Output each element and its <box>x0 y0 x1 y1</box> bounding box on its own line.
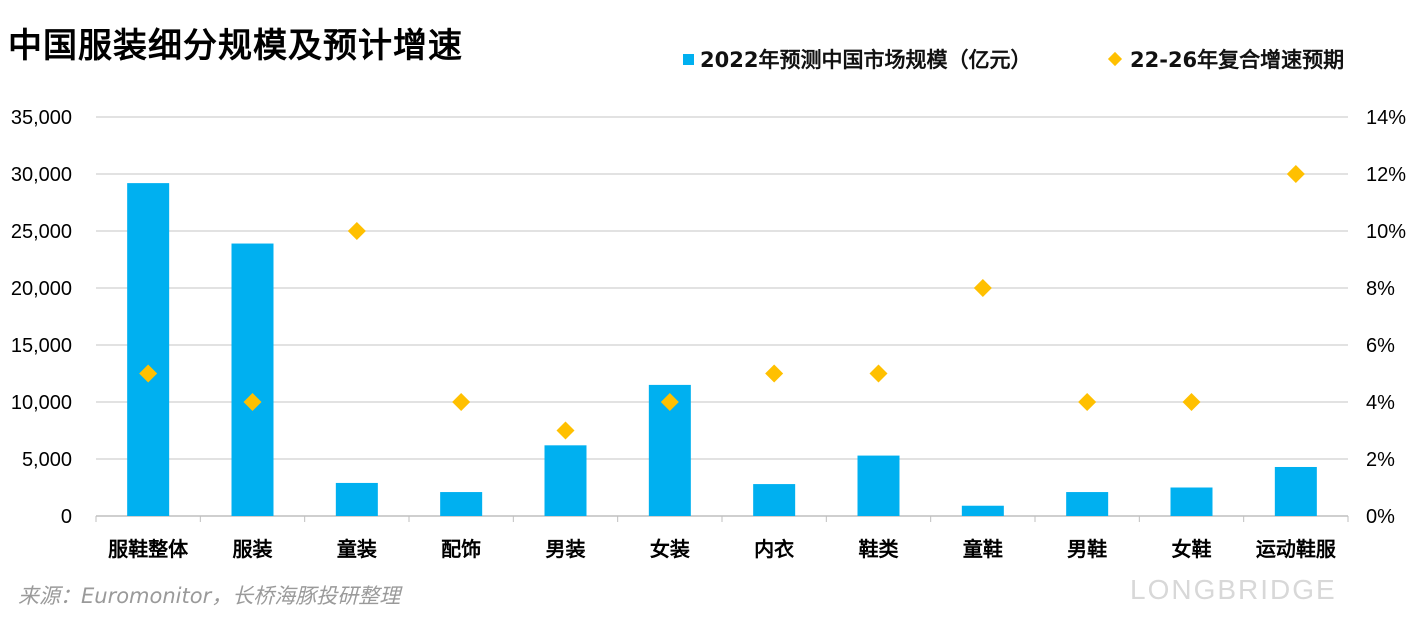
growth-diamond <box>1286 165 1305 183</box>
bar <box>335 482 378 516</box>
right-tick-label: 2% <box>1366 449 1395 471</box>
bar <box>753 484 796 516</box>
left-tick-label: 20,000 <box>11 278 72 300</box>
bar <box>544 445 587 516</box>
bar <box>440 492 483 516</box>
growth-diamond <box>556 421 575 440</box>
right-tick-label: 6% <box>1366 335 1395 357</box>
legend-item-diamond: 22-26年复合增速预期 <box>1107 44 1345 74</box>
category-label: 运动鞋服 <box>1256 537 1337 561</box>
growth-diamond <box>660 393 679 411</box>
growth-diamond <box>243 393 262 411</box>
growth-diamond <box>765 364 784 383</box>
legend-label-diamond: 22-26年复合增速预期 <box>1130 48 1345 72</box>
bar <box>857 455 900 516</box>
category-label: 童装 <box>337 537 377 561</box>
left-tick-label: 35,000 <box>11 107 72 129</box>
left-tick-label: 15,000 <box>11 335 72 357</box>
right-tick-label: 8% <box>1366 278 1395 300</box>
right-tick-label: 12% <box>1366 164 1406 186</box>
growth-diamond <box>1182 393 1201 411</box>
category-label: 鞋类 <box>859 537 899 561</box>
growth-diamond <box>1078 393 1097 411</box>
right-tick-label: 10% <box>1366 221 1406 243</box>
category-label: 女鞋 <box>1172 537 1212 561</box>
left-tick-label: 30,000 <box>11 164 72 186</box>
bar <box>127 183 170 516</box>
category-label: 配饰 <box>441 537 481 561</box>
watermark-logo: LONGBRIDGE <box>1130 574 1337 605</box>
right-tick-label: 4% <box>1366 392 1395 414</box>
category-label: 男鞋 <box>1067 537 1107 561</box>
source-note: 来源：Euromonitor，长桥海豚投研整理 <box>18 584 401 608</box>
growth-diamond <box>347 222 366 240</box>
legend-item-bar: 2022年预测中国市场规模（亿元） <box>683 44 1031 74</box>
bar <box>1274 466 1317 516</box>
category-label: 内衣 <box>754 537 794 561</box>
growth-diamond <box>973 279 992 297</box>
chart-title: 中国服装细分规模及预计增速 <box>8 26 463 66</box>
bar <box>1170 487 1213 516</box>
left-tick-label: 0 <box>61 506 72 528</box>
bar <box>961 505 1004 516</box>
growth-diamond <box>452 393 471 411</box>
category-label: 男装 <box>546 537 586 561</box>
category-label: 女装 <box>650 537 690 561</box>
legend-label-bar: 2022年预测中国市场规模（亿元） <box>700 48 1032 72</box>
growth-diamond <box>139 364 158 383</box>
legend-square-icon <box>683 53 694 65</box>
left-tick-label: 5,000 <box>22 449 72 471</box>
bar <box>231 243 274 517</box>
left-tick-label: 25,000 <box>11 221 72 243</box>
right-tick-label: 0% <box>1366 506 1395 528</box>
left-tick-label: 10,000 <box>11 392 72 414</box>
right-tick-label: 14% <box>1366 107 1406 129</box>
category-label: 童鞋 <box>963 537 1003 561</box>
bar <box>1066 492 1109 516</box>
category-label: 服鞋整体 <box>108 537 189 561</box>
category-label: 服装 <box>233 537 273 561</box>
growth-diamond <box>869 364 888 383</box>
